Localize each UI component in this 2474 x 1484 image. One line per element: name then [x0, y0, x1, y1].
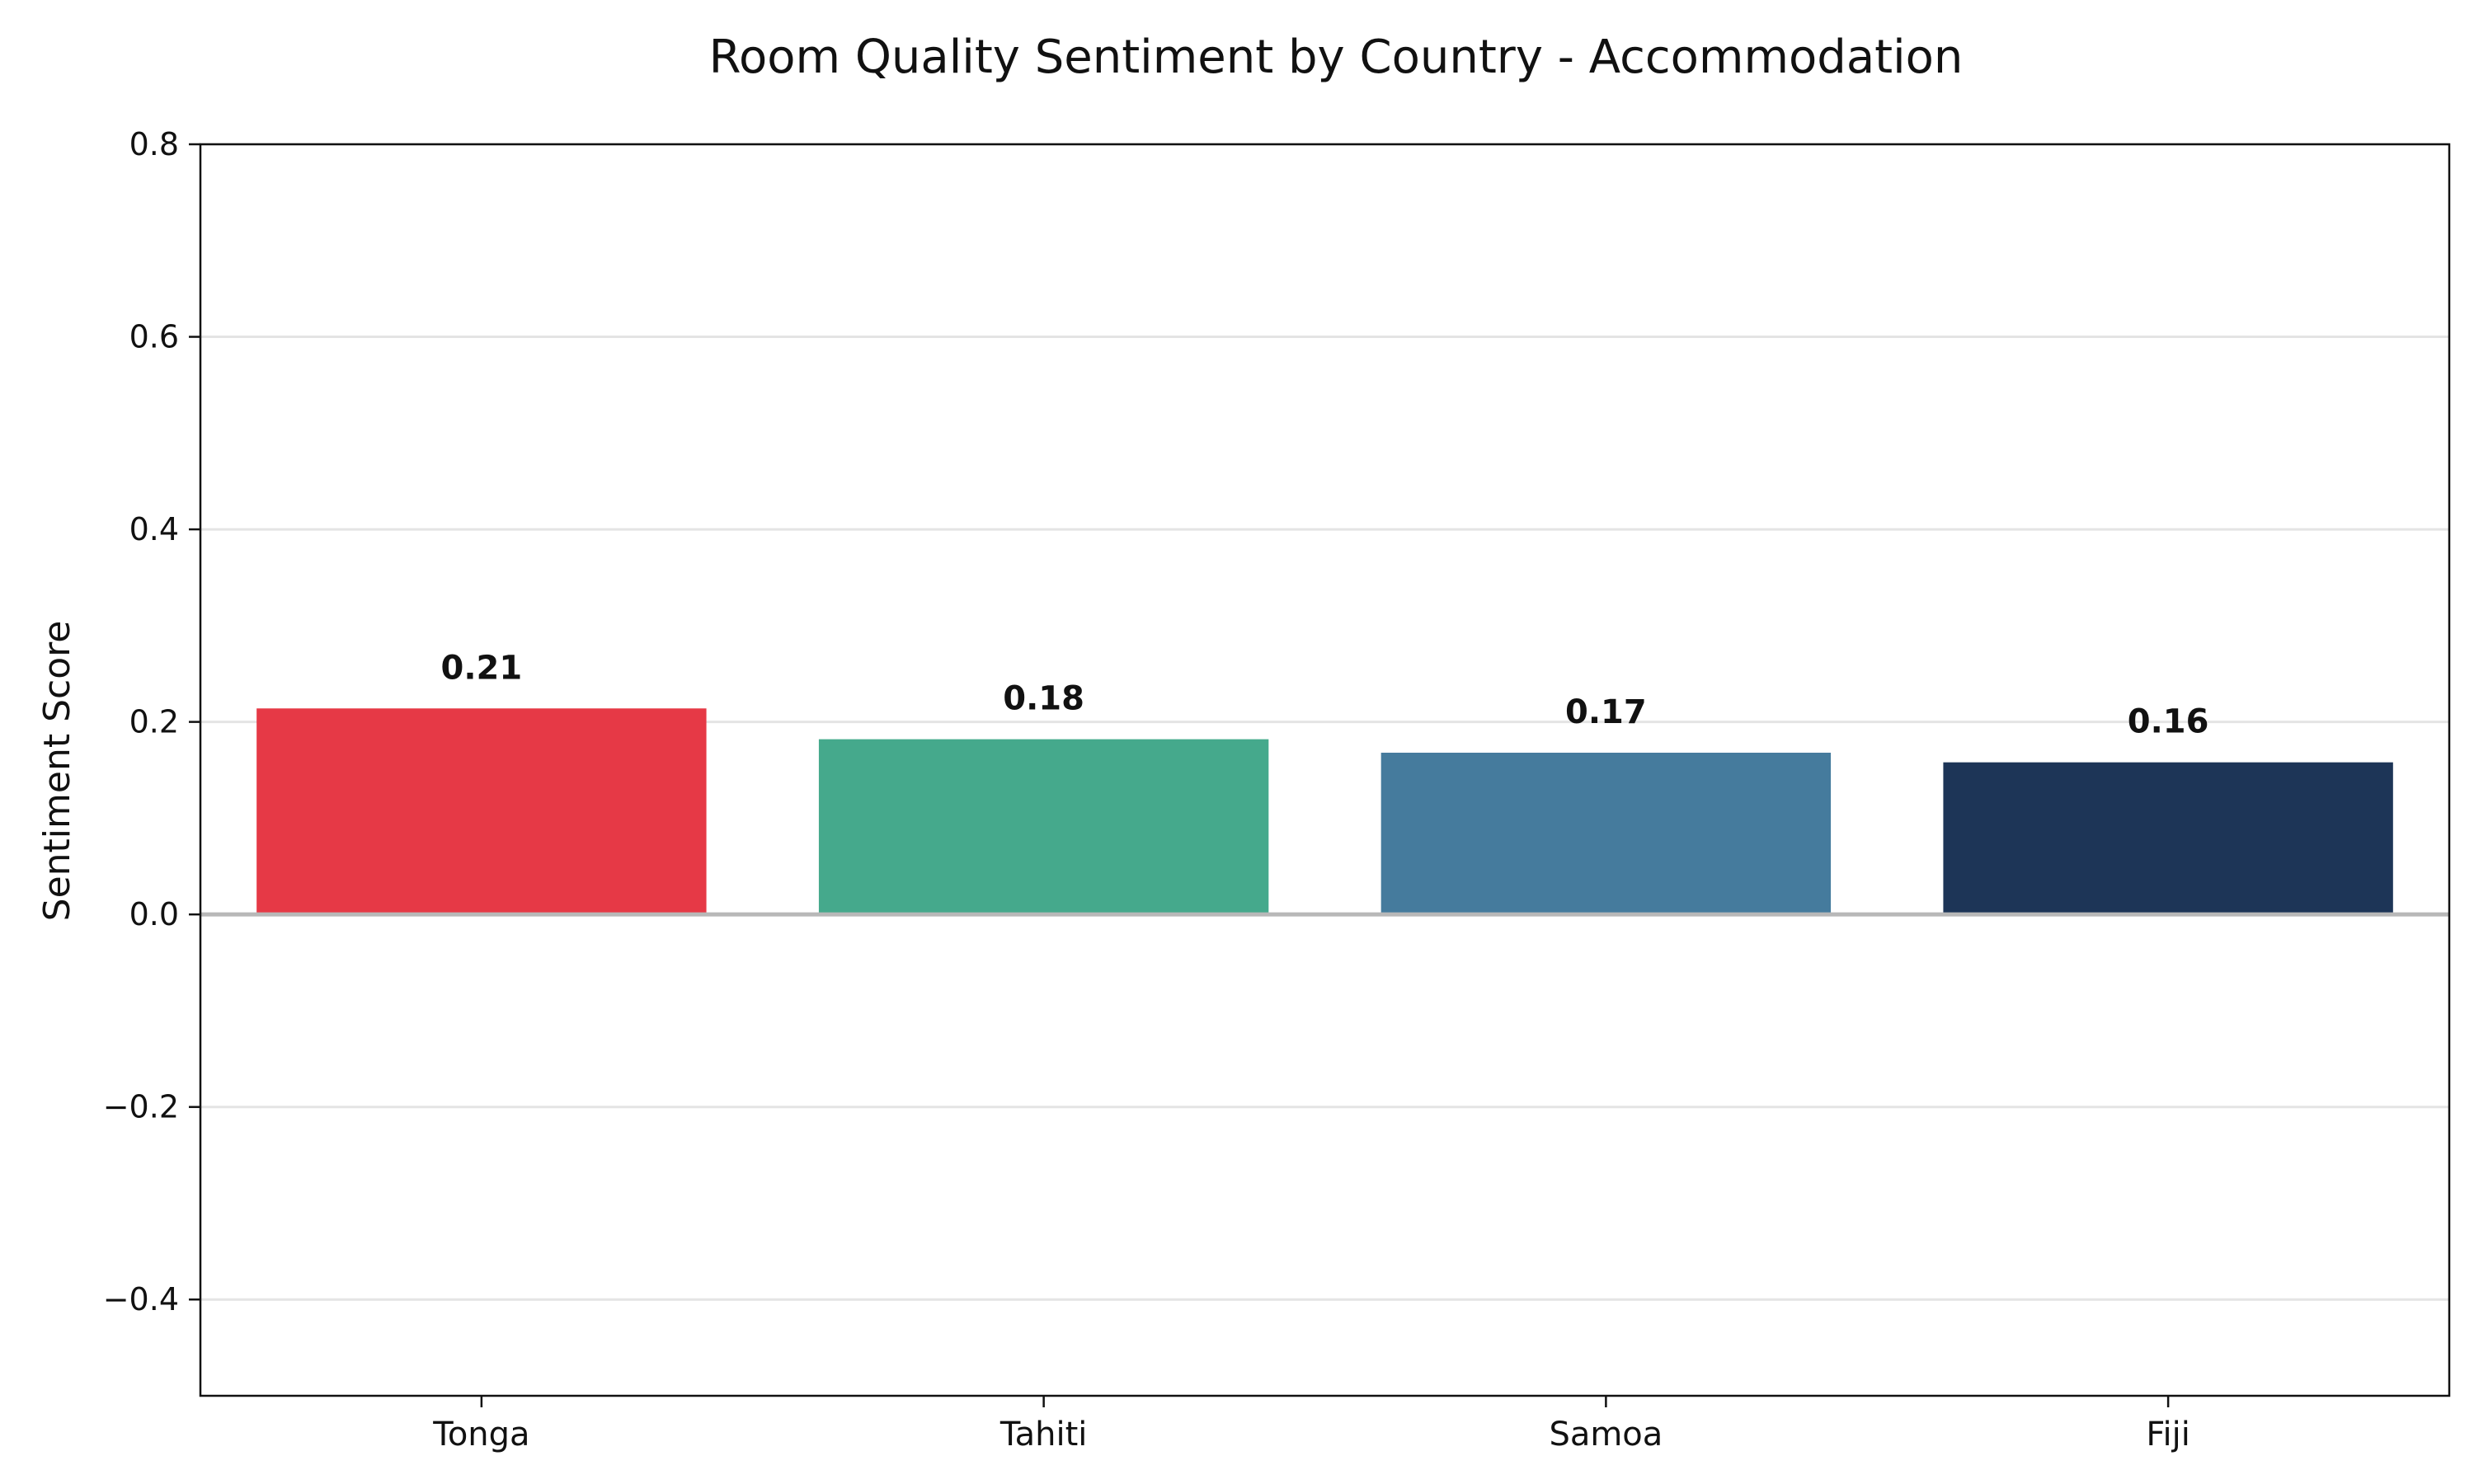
bar	[1943, 762, 2393, 915]
x-axis-ticks: Tonga Tahiti Samoa Fiji	[432, 1396, 2190, 1453]
y-tick-label: 0.2	[129, 704, 179, 740]
x-tick-label: Samoa	[1549, 1416, 1663, 1453]
x-tick-label: Tahiti	[999, 1416, 1088, 1453]
x-tick-label: Fiji	[2146, 1416, 2189, 1453]
y-tick-label: −0.4	[103, 1281, 179, 1317]
x-tick-label: Tonga	[432, 1416, 529, 1453]
data-labels: 0.21 0.18 0.17 0.16	[441, 649, 2209, 740]
bar	[818, 739, 1269, 915]
bar-value-label: 0.16	[2128, 703, 2209, 741]
y-tick-label: 0.4	[129, 511, 179, 547]
bar-value-label: 0.17	[1565, 693, 1647, 731]
bar-value-label: 0.21	[441, 649, 523, 687]
y-axis-ticks: −0.4 −0.2 0.0 0.2 0.4 0.6 0.8	[103, 126, 200, 1317]
y-tick-label: 0.6	[129, 319, 179, 355]
bars	[256, 708, 2393, 915]
y-tick-label: 0.8	[129, 126, 179, 162]
bar	[1380, 752, 1832, 915]
bar	[256, 708, 707, 915]
bar-value-label: 0.18	[1003, 680, 1084, 718]
y-axis-label: Sentiment Score	[36, 621, 78, 922]
plot-frame	[199, 143, 2451, 1397]
chart-title: Room Quality Sentiment by Country - Acco…	[709, 31, 1964, 84]
y-tick-label: 0.0	[129, 896, 179, 932]
y-tick-label: −0.2	[103, 1089, 179, 1125]
